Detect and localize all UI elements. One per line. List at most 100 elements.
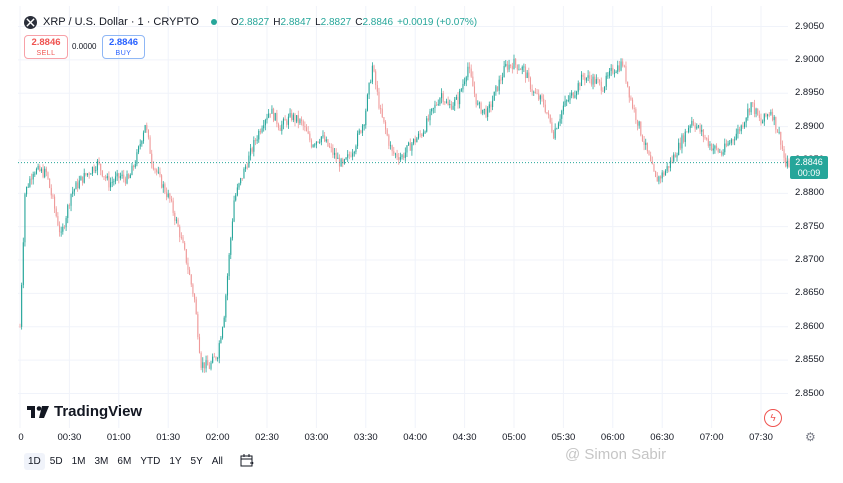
candle-body (770, 111, 772, 115)
candle-body (684, 131, 686, 142)
candle-body (529, 77, 532, 90)
candle-body (465, 77, 467, 82)
candle-body (664, 170, 667, 176)
candle-body (534, 91, 536, 94)
candle-body (641, 135, 643, 142)
candle-body (357, 133, 359, 147)
candle-body (778, 131, 780, 133)
candle-body (389, 145, 392, 147)
candle-body (487, 108, 489, 117)
candle-body (574, 95, 576, 98)
range-button-6m[interactable]: 6M (117, 456, 132, 467)
ohlc-values: O2.8827 H2.8847 L2.8827 C2.8846 +0.0019 … (231, 17, 477, 28)
range-button-1y[interactable]: 1Y (169, 456, 182, 467)
candle-body (297, 115, 299, 124)
candle-body (725, 143, 727, 146)
candle-body (414, 138, 416, 143)
candle-body (492, 100, 494, 107)
candle-body (501, 77, 504, 81)
sell-button[interactable]: 2.8846 SELL (24, 35, 68, 59)
candle-body (396, 153, 398, 158)
range-button-ytd[interactable]: YTD (140, 456, 161, 467)
candle-body (187, 262, 189, 270)
candle-body (39, 166, 41, 172)
candle-body (142, 132, 145, 142)
candle-body (660, 176, 662, 179)
tradingview-logo-icon (27, 405, 49, 418)
candle-body (268, 113, 270, 118)
candle-body (119, 176, 121, 179)
candle-body (108, 176, 110, 188)
candle-body (635, 109, 637, 121)
x-tick-label: 03:30 (353, 432, 378, 443)
candle-body (75, 182, 77, 190)
candle-body (490, 104, 492, 107)
candle-body (166, 192, 168, 197)
candle-body (154, 168, 156, 170)
candle-body (740, 125, 742, 132)
candle-body (582, 74, 584, 77)
range-button-all[interactable]: All (211, 456, 223, 467)
candle-body (21, 285, 23, 327)
candle-body (111, 181, 113, 183)
candle-body (520, 69, 522, 71)
candle-body (258, 130, 260, 140)
candle-body (748, 108, 751, 113)
candle-body (599, 79, 601, 82)
candle-body (371, 65, 373, 82)
candle-body (161, 175, 163, 188)
candle-body (442, 93, 444, 102)
candle-body (760, 117, 762, 124)
candle-body (590, 78, 592, 85)
candle-body (496, 86, 499, 91)
candle-body (732, 139, 734, 141)
xrp-logo-icon (24, 15, 37, 29)
range-button-1d[interactable]: 1D (24, 453, 45, 470)
candle-body (299, 119, 301, 124)
candle-body (717, 148, 719, 152)
y-tick-label: 2.8600 (795, 320, 825, 332)
candle-body (282, 118, 285, 125)
candle-body (557, 123, 560, 129)
x-tick-label: 01:30 (156, 432, 181, 443)
tradingview-logo[interactable]: TradingView (27, 403, 142, 420)
candle-body (460, 89, 462, 91)
range-button-5y[interactable]: 5Y (190, 456, 203, 467)
candle-body (292, 114, 294, 121)
candle-body (263, 125, 265, 129)
symbol-title[interactable]: XRP / U.S. Dollar · 1 · CRYPTO (43, 16, 199, 28)
candle-body (279, 127, 281, 131)
candle-body (768, 114, 770, 116)
candle-body (350, 155, 352, 157)
candle-body (467, 66, 469, 78)
range-button-5d[interactable]: 5D (49, 456, 63, 467)
candle-body (101, 170, 103, 177)
candle-body (724, 143, 726, 153)
candle-body (679, 142, 681, 149)
lightning-icon[interactable]: ϟ (764, 409, 782, 427)
sell-label: SELL (36, 50, 56, 57)
calendar-icon[interactable] (240, 454, 254, 470)
buy-button[interactable]: 2.8846 BUY (102, 35, 145, 59)
candle-body (212, 356, 214, 363)
candle-body (600, 81, 602, 91)
candle-body (225, 295, 227, 318)
candle-body (277, 123, 280, 128)
candle-body (261, 128, 263, 133)
candle-body (429, 111, 431, 121)
range-button-3m[interactable]: 3M (94, 456, 109, 467)
candle-body (91, 166, 94, 174)
range-button-1m[interactable]: 1M (71, 456, 86, 467)
candle-body (515, 58, 517, 65)
candle-body (683, 135, 685, 142)
candle-body (661, 172, 663, 179)
gear-icon[interactable]: ⚙ (805, 430, 816, 444)
candle-body (330, 147, 332, 148)
candle-body (696, 126, 698, 129)
watermark: @ Simon Sabir (565, 446, 667, 463)
x-tick-label: 04:00 (403, 432, 428, 443)
candle-body (704, 136, 706, 138)
candle-body (734, 139, 736, 141)
candle-body (70, 193, 72, 206)
